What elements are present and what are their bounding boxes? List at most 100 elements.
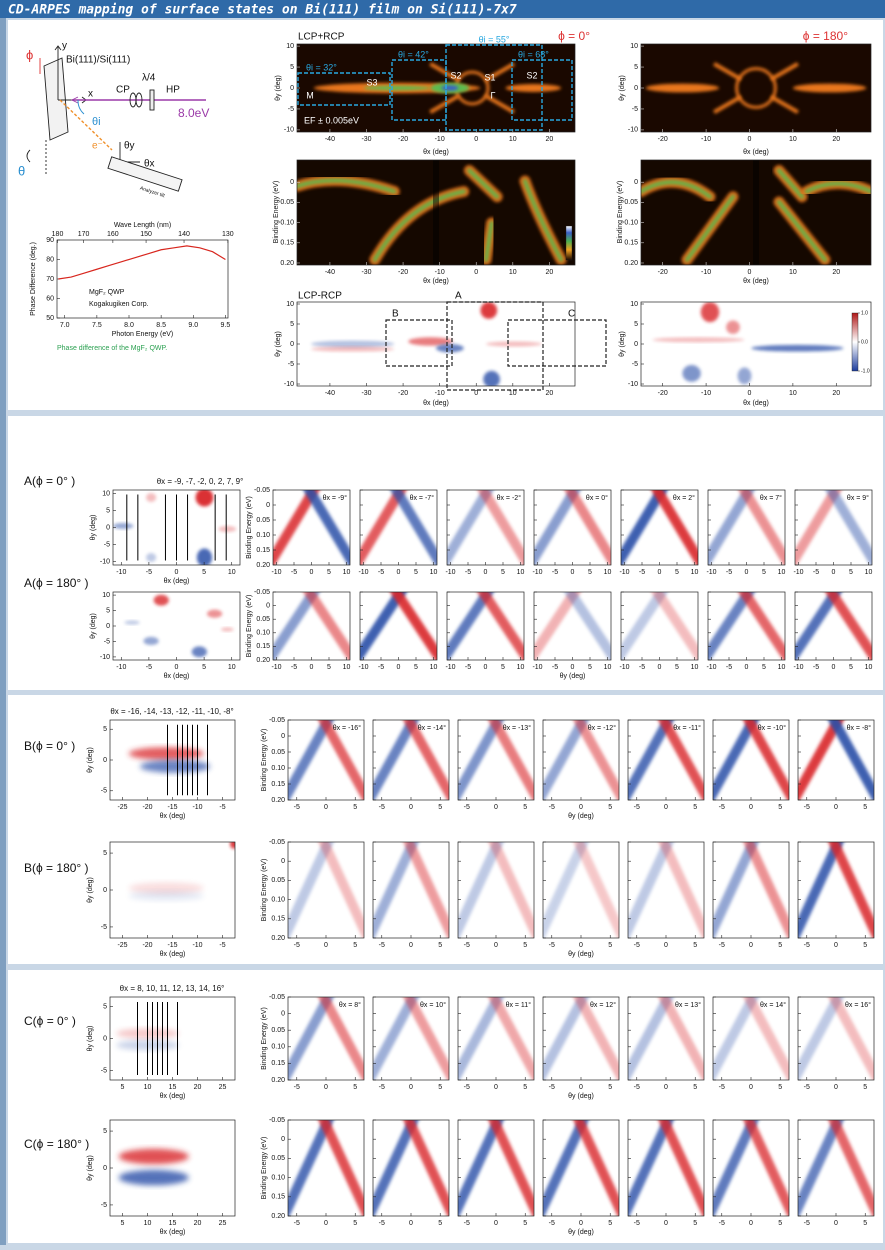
spectral-feature	[429, 93, 460, 114]
y-tick-label: -5	[288, 106, 294, 113]
analyzer	[107, 156, 183, 192]
point-label: M	[306, 90, 314, 100]
x-axis-title: θy (deg)	[568, 951, 594, 958]
y-tick-label: 0.05	[624, 199, 638, 206]
x-tick-label: 20	[545, 390, 553, 397]
cut-label: θx = 12°	[590, 1001, 616, 1009]
x-tick-label: -5	[726, 664, 732, 671]
x-tick-label: -5	[719, 804, 725, 811]
caption: Phase difference of the MgF₂ QWP.	[57, 345, 167, 352]
spectral-feature	[484, 93, 516, 114]
panel-label: LCP-RCP	[298, 291, 342, 302]
cut-label: θx = 10°	[420, 1001, 446, 1009]
colorbar-tick-label: 0.0	[861, 339, 868, 345]
x-tick-label: 10	[343, 569, 351, 576]
y-tick-label: 0	[281, 858, 285, 865]
x-tick-label: 5	[849, 664, 853, 671]
plot-area	[708, 592, 785, 660]
x-tick-label: -5	[804, 1084, 810, 1091]
y-tick-label: 0	[266, 602, 270, 609]
x-tick-label: -20	[142, 942, 152, 949]
x-tick-label: -40	[325, 269, 335, 276]
x-tick-label: 5	[501, 569, 505, 576]
spectral-feature	[645, 83, 720, 93]
y-tick-label: 0.10	[624, 219, 638, 226]
x-tick-label: 5	[608, 1084, 612, 1091]
colorbar	[851, 312, 859, 372]
x-tick-label: 0	[749, 1220, 753, 1227]
x-tick-label: -10	[116, 664, 126, 671]
spectral-feature	[738, 490, 785, 565]
spectral-feature	[621, 592, 668, 660]
axis-title: θy (deg)	[90, 613, 97, 639]
y-tick-label: -10	[100, 654, 110, 661]
x-tick-label: -5	[379, 804, 385, 811]
x-tick-label: 0	[409, 1084, 413, 1091]
x-tick-label: -5	[813, 569, 819, 576]
y-tick-label: 0	[281, 1010, 285, 1017]
x-tick-label: 5	[353, 1084, 357, 1091]
x-tick-label: 0	[397, 664, 401, 671]
x-tick-label: 5	[121, 1220, 125, 1227]
spectral-feature	[486, 341, 542, 347]
row-label: A(ϕ = 180° )	[24, 576, 89, 590]
x-tick-label: 15	[169, 1220, 177, 1227]
y-tick-label: -5	[104, 638, 110, 645]
x-tick-label: -30	[361, 136, 371, 143]
y-tick-label: -0.05	[269, 994, 285, 1001]
axis-title: θy (deg)	[87, 877, 94, 903]
spectral-feature	[124, 620, 140, 625]
spectral-feature	[628, 842, 674, 938]
spectral-feature	[743, 1120, 789, 1216]
y-tick-label: 0.20	[271, 1213, 285, 1220]
x-tick-label: 5	[778, 1220, 782, 1227]
x-tick-label: 0	[579, 1220, 583, 1227]
plot-area	[110, 720, 235, 800]
y-tick-label: 0.15	[256, 547, 270, 554]
cut-label: θx = -12°	[588, 724, 616, 732]
x-tick-label: 10	[430, 569, 438, 576]
x-tick-label: 0	[749, 804, 753, 811]
x-tick-label: -20	[398, 269, 408, 276]
spectral-feature	[288, 720, 334, 800]
x-tick-label: 0	[310, 569, 314, 576]
spectral-feature	[743, 842, 789, 938]
y-tick-label: -0.05	[254, 487, 270, 494]
y-tick-label: 5	[106, 507, 110, 514]
y-tick-label: 0	[634, 85, 638, 92]
spectral-feature	[743, 997, 789, 1080]
cut-label: θx = 14°	[760, 1001, 786, 1009]
spectral-feature	[477, 592, 524, 660]
spectral-feature	[218, 526, 237, 532]
top-tick-label: 130	[222, 231, 234, 238]
spectral-feature	[828, 842, 874, 938]
row-label: C(ϕ = 180° )	[24, 1137, 89, 1151]
plot-background	[110, 1120, 235, 1216]
cut-label: θx = -9°	[323, 494, 348, 502]
x-axis-title: θx (deg)	[423, 278, 449, 285]
plot-area	[641, 302, 871, 386]
spectral-feature	[128, 747, 204, 760]
x-tick-label: 0	[324, 1084, 328, 1091]
axis-label: y	[62, 41, 67, 52]
y-tick-label: -5	[101, 1067, 107, 1074]
cp-label: CP	[116, 85, 130, 96]
axis-title: Binding Energy (eV)	[261, 729, 268, 792]
x-tick-label: 0	[494, 1220, 498, 1227]
x-tick-label: -5	[549, 1084, 555, 1091]
spectral-feature	[373, 842, 419, 938]
plot-area	[288, 997, 364, 1080]
spectral-feature	[408, 337, 453, 346]
plot-area	[288, 842, 364, 938]
x-tick-label: 5	[438, 942, 442, 949]
x-tick-label: 5	[523, 804, 527, 811]
x-tick-label: -5	[719, 942, 725, 949]
x-tick-label: 8.0	[124, 322, 134, 329]
spectral-feature	[825, 592, 872, 660]
y-tick-label: 0.05	[271, 1155, 285, 1162]
point-label: S3	[366, 77, 377, 87]
x-tick-label: 0	[834, 1084, 838, 1091]
y-tick-label: -10	[628, 127, 638, 134]
plot-area	[534, 490, 611, 565]
